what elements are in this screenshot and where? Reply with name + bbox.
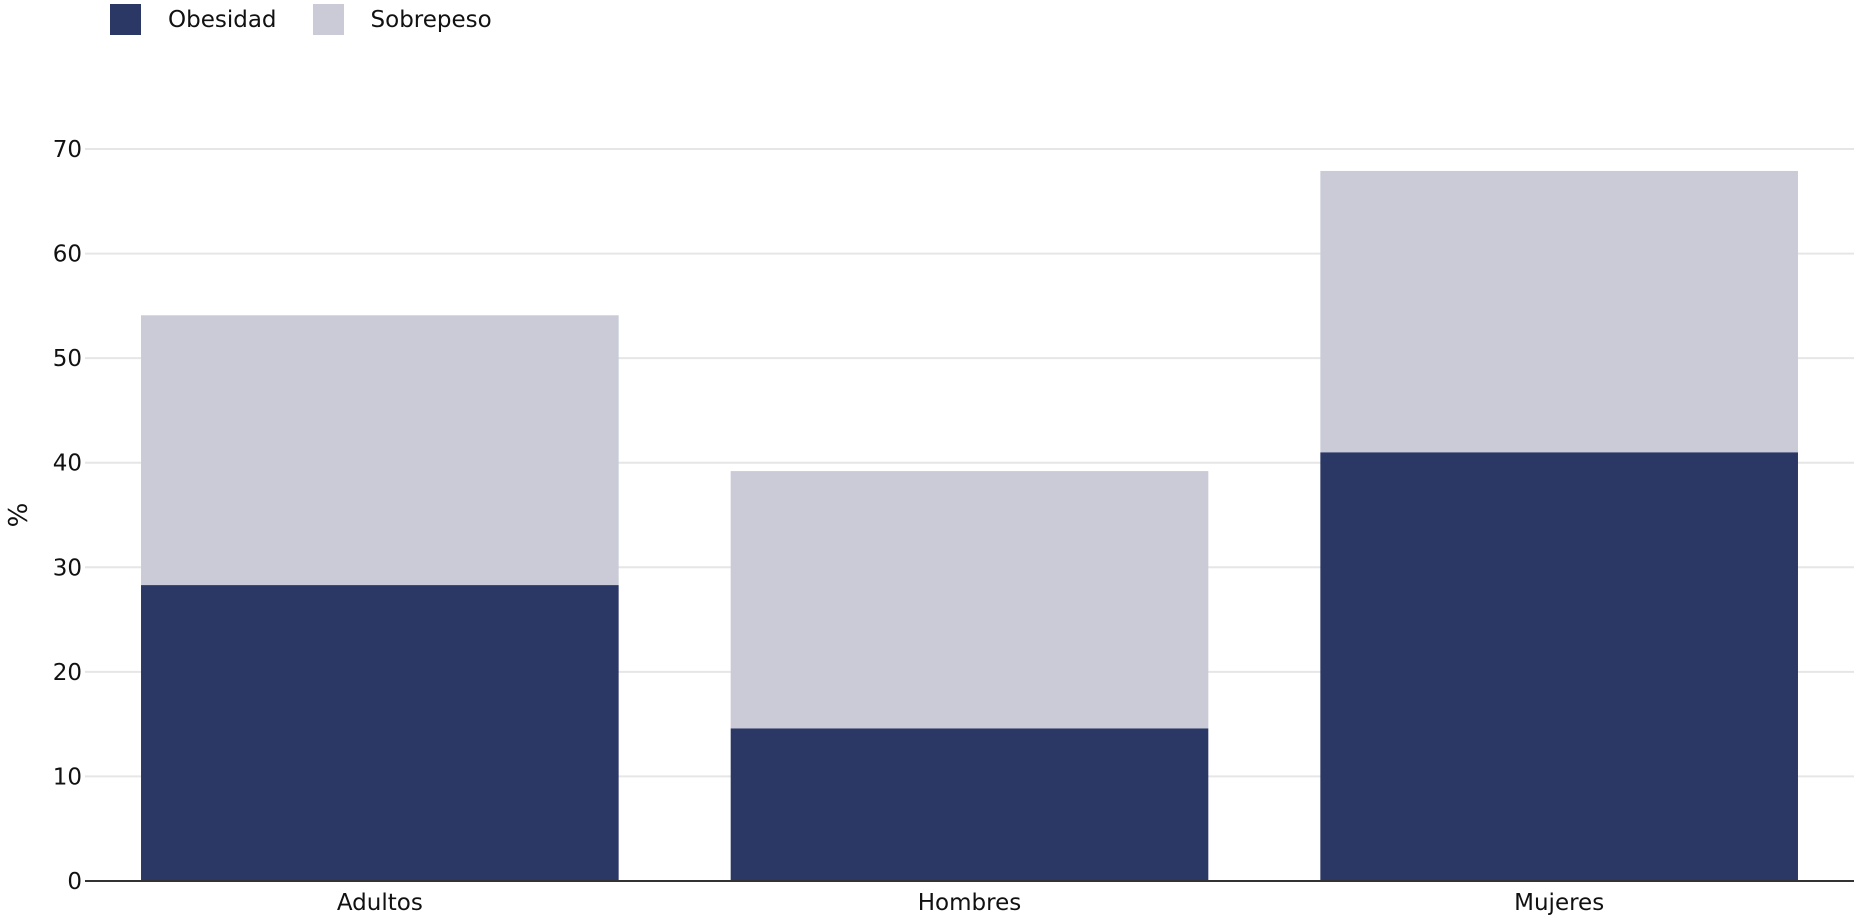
legend-label-obesidad: Obesidad — [168, 6, 277, 33]
bars — [141, 170, 1798, 881]
bar-sobrepeso-hombres[interactable] — [730, 471, 1209, 729]
legend-swatch-obesidad — [110, 4, 141, 35]
y-tick-label: 10 — [53, 764, 82, 790]
bar-sobrepeso-mujeres[interactable] — [1320, 170, 1798, 453]
axes: 0 10 20 30 40 50 60 70 Adultos Hombres Mujeres — [53, 137, 1854, 916]
bar-obesidad-adultos[interactable] — [141, 585, 619, 881]
y-tick-label: 60 — [53, 242, 82, 268]
bar-obesidad-mujeres[interactable] — [1320, 452, 1798, 881]
bar-obesidad-hombres[interactable] — [730, 728, 1209, 881]
y-tick-label: 50 — [53, 346, 82, 372]
y-tick-label: 0 — [67, 869, 82, 895]
legend-label-sobrepeso: Sobrepeso — [370, 6, 492, 33]
y-tick-label: 20 — [53, 660, 82, 686]
legend: Obesidad Sobrepeso — [110, 4, 528, 35]
y-tick-label: 30 — [53, 555, 82, 581]
legend-swatch-sobrepeso — [312, 4, 344, 35]
legend-item-sobrepeso[interactable]: Sobrepeso — [312, 4, 492, 35]
x-tick-label: Mujeres — [1514, 890, 1604, 916]
x-tick-label: Adultos — [337, 890, 423, 916]
x-tick-label: Hombres — [918, 890, 1021, 916]
legend-item-obesidad[interactable]: Obesidad — [110, 4, 277, 35]
y-axis-title: % — [4, 503, 34, 528]
y-tick-label: 70 — [53, 137, 82, 163]
bar-sobrepeso-adultos[interactable] — [141, 315, 619, 586]
y-tick-label: 40 — [53, 451, 82, 477]
